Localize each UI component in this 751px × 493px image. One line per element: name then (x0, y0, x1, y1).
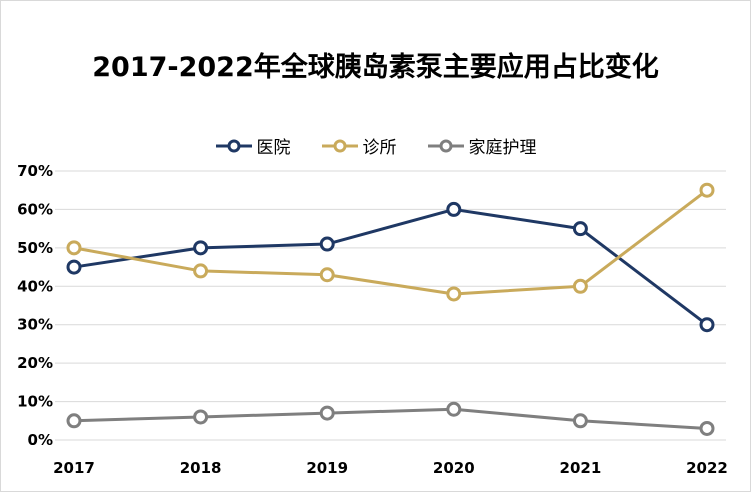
x-tick-label: 2022 (686, 459, 728, 477)
series-2-point (193, 409, 209, 425)
series-0-point (699, 317, 715, 333)
y-tick-label: 10% (17, 393, 53, 411)
series-1-point (193, 263, 209, 279)
x-tick-label: 2019 (306, 459, 348, 477)
series-0-point (572, 221, 588, 237)
chart-legend: 医院 诊所 家庭护理 (1, 133, 750, 158)
series-0-point (193, 240, 209, 256)
x-tick-label: 2017 (53, 459, 95, 477)
legend-label-home-care: 家庭护理 (468, 138, 537, 158)
legend-label-hospital: 医院 (256, 138, 291, 158)
y-tick-label: 30% (17, 316, 53, 334)
series-2-point (319, 405, 335, 421)
y-tick-label: 70% (17, 162, 53, 180)
series-1-point (319, 267, 335, 283)
series-0-point (66, 259, 82, 275)
y-tick-label: 0% (28, 431, 53, 449)
series-0-point (446, 201, 462, 217)
series-1-point (699, 182, 715, 198)
chart-title: 2017-2022年全球胰岛素泵主要应用占比变化 (92, 52, 659, 83)
series-2-point (699, 420, 715, 436)
legend-item-hospital: 医院 (215, 133, 291, 158)
series-0-point (319, 236, 335, 252)
series-line-1 (73, 189, 708, 296)
series-line-0 (73, 207, 708, 326)
series-line-2 (73, 407, 708, 430)
series-2-point (446, 401, 462, 417)
x-tick-label: 2020 (433, 459, 475, 477)
x-tick-label: 2021 (560, 459, 602, 477)
series-1-point (572, 278, 588, 294)
legend-swatch-home-care (427, 139, 464, 152)
y-tick-label: 40% (17, 277, 53, 295)
y-tick-label: 60% (17, 200, 53, 218)
y-tick-label: 50% (17, 239, 53, 257)
x-tick-label: 2018 (180, 459, 222, 477)
y-tick-label: 20% (17, 354, 53, 372)
series-2-point (572, 413, 588, 429)
legend-item-clinic: 诊所 (321, 133, 397, 158)
series-1-point (66, 240, 82, 256)
legend-swatch-clinic (321, 139, 358, 152)
series-1-point (446, 286, 462, 302)
legend-item-home-care: 家庭护理 (427, 133, 537, 158)
series-2-point (66, 413, 82, 429)
legend-swatch-hospital (215, 139, 252, 152)
legend-label-clinic: 诊所 (362, 138, 397, 158)
